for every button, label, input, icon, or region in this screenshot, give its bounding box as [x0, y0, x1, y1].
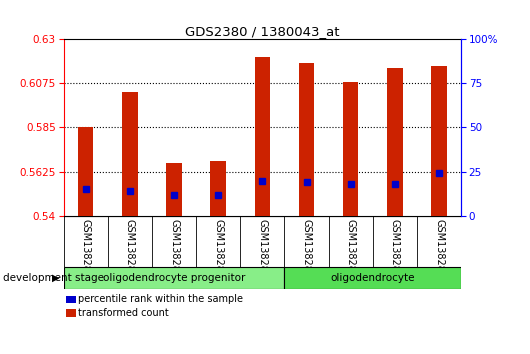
Bar [343, 82, 358, 216]
Text: transformed count: transformed count [78, 308, 169, 318]
Text: oligodendrocyte: oligodendrocyte [331, 273, 415, 283]
Bar [285, 267, 461, 289]
Bar [431, 67, 447, 216]
Bar [254, 57, 270, 216]
Text: GSM138284: GSM138284 [258, 218, 267, 278]
Bar [166, 163, 182, 216]
Bar [387, 68, 403, 216]
Text: ▶: ▶ [52, 273, 59, 283]
Text: GSM138286: GSM138286 [346, 218, 356, 278]
Text: GSM138283: GSM138283 [213, 218, 223, 278]
Text: GSM138280: GSM138280 [81, 218, 91, 278]
Bar [210, 161, 226, 216]
Text: GSM138285: GSM138285 [302, 218, 312, 278]
Text: GSM138282: GSM138282 [169, 218, 179, 278]
Text: percentile rank within the sample: percentile rank within the sample [78, 295, 243, 304]
Text: GSM138288: GSM138288 [434, 218, 444, 278]
Text: GSM138287: GSM138287 [390, 218, 400, 278]
Bar [299, 63, 314, 216]
Bar [64, 267, 285, 289]
Text: development stage: development stage [3, 273, 104, 283]
Bar [78, 127, 93, 216]
Text: GSM138281: GSM138281 [125, 218, 135, 278]
Title: GDS2380 / 1380043_at: GDS2380 / 1380043_at [185, 25, 340, 38]
Text: oligodendrocyte progenitor: oligodendrocyte progenitor [103, 273, 245, 283]
Bar [122, 92, 138, 216]
